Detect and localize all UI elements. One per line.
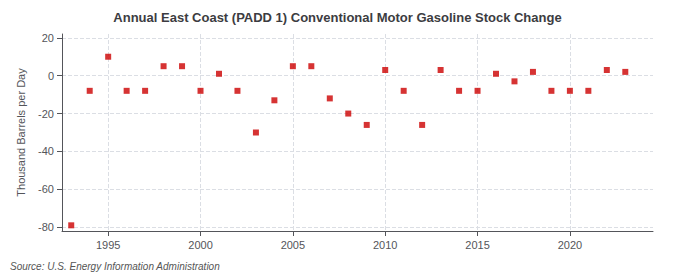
svg-text:2005: 2005 — [281, 239, 305, 251]
svg-text:Thousand Barrels per Day: Thousand Barrels per Day — [15, 68, 27, 197]
svg-text:0: 0 — [48, 70, 54, 82]
svg-text:2000: 2000 — [188, 239, 212, 251]
svg-text:Source: U.S. Energy Informatio: Source: U.S. Energy Information Administ… — [10, 261, 220, 272]
svg-text:20: 20 — [42, 32, 54, 44]
svg-text:Annual East Coast (PADD 1) Con: Annual East Coast (PADD 1) Conventional … — [113, 10, 561, 25]
svg-text:1995: 1995 — [96, 239, 120, 251]
svg-text:-60: -60 — [38, 183, 54, 195]
svg-text:-80: -80 — [38, 221, 54, 233]
svg-text:2010: 2010 — [373, 239, 397, 251]
svg-text:2020: 2020 — [558, 239, 582, 251]
svg-text:-20: -20 — [38, 108, 54, 120]
svg-text:-40: -40 — [38, 145, 54, 157]
svg-text:2015: 2015 — [465, 239, 489, 251]
